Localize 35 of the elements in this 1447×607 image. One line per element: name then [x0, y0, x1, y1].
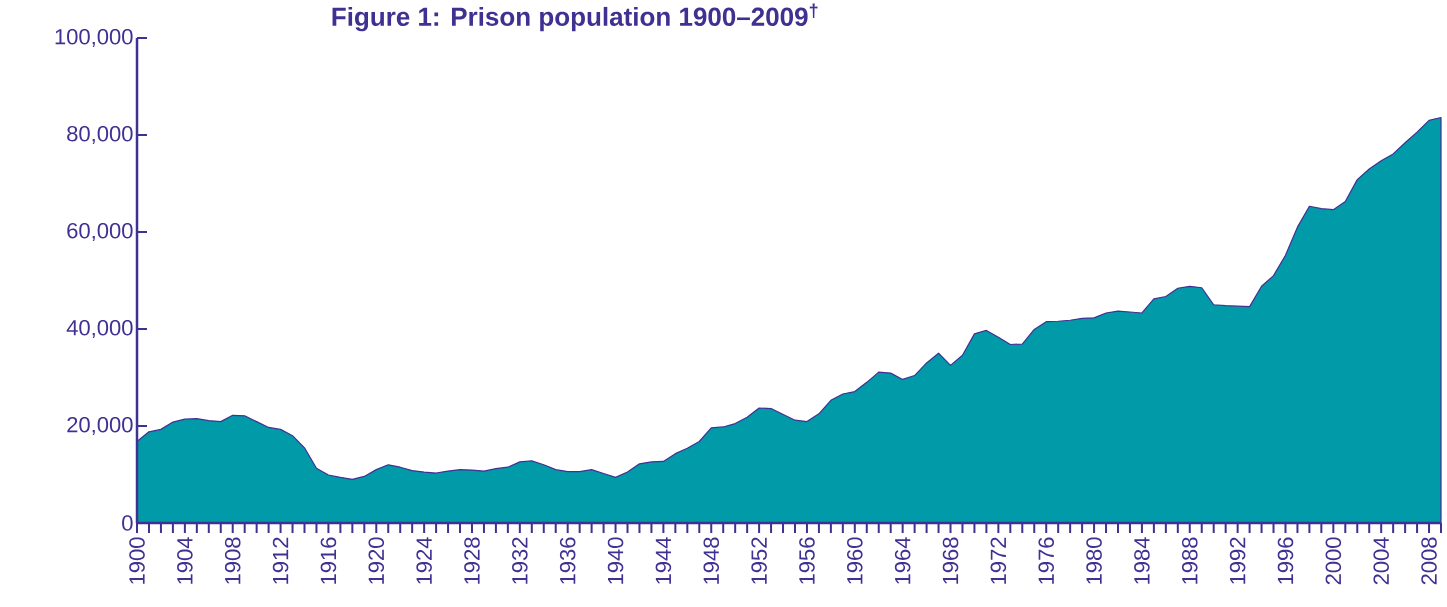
x-tick-label: 1944	[655, 537, 672, 584]
y-tick-label: 60,000	[67, 222, 133, 242]
x-tick-label: 1912	[272, 537, 289, 584]
x-tick-label: 1940	[607, 537, 624, 584]
x-tick-label: 1908	[224, 537, 241, 584]
y-tick-label: 20,000	[67, 416, 133, 436]
x-tick-label: 1948	[703, 537, 720, 584]
y-tick-label: 0	[122, 515, 133, 531]
x-tick-label: 1988	[1181, 537, 1198, 584]
x-tick-label: 1956	[799, 537, 815, 584]
x-tick-label: 1900	[129, 537, 145, 584]
x-tick-label: 1964	[894, 537, 911, 584]
x-tick-label: 1960	[847, 537, 863, 584]
y-tick-label: 100,000	[55, 28, 133, 48]
x-tick-label: 2000	[1325, 537, 1342, 585]
x-tick-label: 2004	[1373, 537, 1389, 585]
x-tick-label: 1920	[368, 537, 385, 584]
x-tick-label: 1924	[416, 537, 432, 584]
x-tick-label: 1976	[1038, 537, 1055, 584]
chart-title: Figure 1: Prison population 1900–2009$^{†}$	[332, 3, 818, 32]
x-tick-label: 1968	[942, 537, 959, 584]
x-tick-label: 1984	[1134, 537, 1150, 584]
x-tick-label: 1916	[320, 537, 337, 584]
x-tick-label: 2008	[1421, 537, 1437, 585]
x-tick-label: 1904	[177, 537, 193, 584]
x-tick-label: 1952	[751, 537, 767, 584]
x-tick-label: 1928	[464, 537, 480, 584]
y-tick-label: 40,000	[66, 319, 133, 339]
x-tick-label: 1936	[559, 537, 576, 584]
y-tick-label: 80,000	[67, 125, 133, 145]
x-tick-label: 1980	[1086, 537, 1102, 584]
x-tick-label: 1932	[512, 537, 528, 584]
x-tick-label: 1992	[1229, 537, 1246, 584]
x-tick-label: 1972	[990, 537, 1007, 584]
x-tick-label: 1996	[1277, 537, 1294, 584]
